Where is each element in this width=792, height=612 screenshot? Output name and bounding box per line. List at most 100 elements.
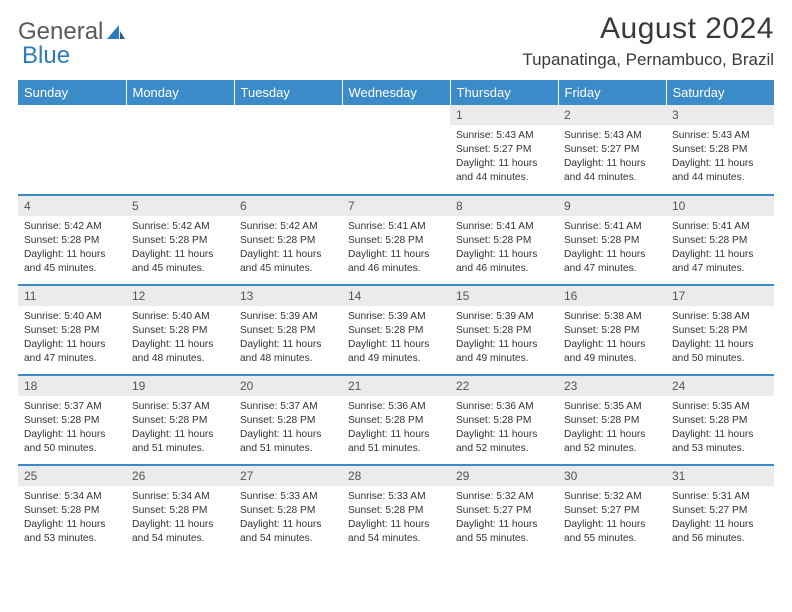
col-saturday: Saturday — [666, 80, 774, 105]
day-number: 10 — [666, 196, 774, 216]
day-info: Sunrise: 5:43 AMSunset: 5:27 PMDaylight:… — [558, 125, 666, 191]
month-title: August 2024 — [522, 12, 774, 46]
calendar-cell: 22Sunrise: 5:36 AMSunset: 5:28 PMDayligh… — [450, 375, 558, 465]
calendar-cell: 31Sunrise: 5:31 AMSunset: 5:27 PMDayligh… — [666, 465, 774, 555]
day-number: 27 — [234, 466, 342, 486]
day-info: Sunrise: 5:42 AMSunset: 5:28 PMDaylight:… — [18, 216, 126, 282]
day-number: 14 — [342, 286, 450, 306]
day-number: 23 — [558, 376, 666, 396]
day-number: 17 — [666, 286, 774, 306]
day-info: Sunrise: 5:39 AMSunset: 5:28 PMDaylight:… — [342, 306, 450, 372]
day-info: Sunrise: 5:33 AMSunset: 5:28 PMDaylight:… — [234, 486, 342, 552]
day-number: 11 — [18, 286, 126, 306]
day-info: Sunrise: 5:32 AMSunset: 5:27 PMDaylight:… — [450, 486, 558, 552]
day-info: Sunrise: 5:34 AMSunset: 5:28 PMDaylight:… — [18, 486, 126, 552]
calendar-cell: 27Sunrise: 5:33 AMSunset: 5:28 PMDayligh… — [234, 465, 342, 555]
day-info: Sunrise: 5:39 AMSunset: 5:28 PMDaylight:… — [234, 306, 342, 372]
calendar-cell: 17Sunrise: 5:38 AMSunset: 5:28 PMDayligh… — [666, 285, 774, 375]
col-wednesday: Wednesday — [342, 80, 450, 105]
day-info: Sunrise: 5:41 AMSunset: 5:28 PMDaylight:… — [558, 216, 666, 282]
day-info: Sunrise: 5:41 AMSunset: 5:28 PMDaylight:… — [342, 216, 450, 282]
day-number — [342, 105, 450, 125]
day-number: 9 — [558, 196, 666, 216]
col-thursday: Thursday — [450, 80, 558, 105]
calendar-cell: 26Sunrise: 5:34 AMSunset: 5:28 PMDayligh… — [126, 465, 234, 555]
calendar-table: Sunday Monday Tuesday Wednesday Thursday… — [18, 80, 774, 555]
calendar-cell: 13Sunrise: 5:39 AMSunset: 5:28 PMDayligh… — [234, 285, 342, 375]
logo-sail-icon — [105, 21, 127, 43]
day-number: 3 — [666, 105, 774, 125]
calendar-cell — [18, 105, 126, 195]
day-number: 19 — [126, 376, 234, 396]
calendar-cell: 6Sunrise: 5:42 AMSunset: 5:28 PMDaylight… — [234, 195, 342, 285]
day-info: Sunrise: 5:33 AMSunset: 5:28 PMDaylight:… — [342, 486, 450, 552]
calendar-cell: 18Sunrise: 5:37 AMSunset: 5:28 PMDayligh… — [18, 375, 126, 465]
day-info: Sunrise: 5:36 AMSunset: 5:28 PMDaylight:… — [342, 396, 450, 462]
calendar-cell: 12Sunrise: 5:40 AMSunset: 5:28 PMDayligh… — [126, 285, 234, 375]
day-number: 26 — [126, 466, 234, 486]
calendar-cell: 20Sunrise: 5:37 AMSunset: 5:28 PMDayligh… — [234, 375, 342, 465]
calendar-row: 11Sunrise: 5:40 AMSunset: 5:28 PMDayligh… — [18, 285, 774, 375]
day-number — [18, 105, 126, 125]
day-number: 2 — [558, 105, 666, 125]
day-info: Sunrise: 5:40 AMSunset: 5:28 PMDaylight:… — [18, 306, 126, 372]
calendar-row: 18Sunrise: 5:37 AMSunset: 5:28 PMDayligh… — [18, 375, 774, 465]
day-number — [126, 105, 234, 125]
calendar-body: 1Sunrise: 5:43 AMSunset: 5:27 PMDaylight… — [18, 105, 774, 555]
calendar-cell: 5Sunrise: 5:42 AMSunset: 5:28 PMDaylight… — [126, 195, 234, 285]
day-info: Sunrise: 5:39 AMSunset: 5:28 PMDaylight:… — [450, 306, 558, 372]
day-info: Sunrise: 5:40 AMSunset: 5:28 PMDaylight:… — [126, 306, 234, 372]
calendar-cell: 16Sunrise: 5:38 AMSunset: 5:28 PMDayligh… — [558, 285, 666, 375]
day-number: 12 — [126, 286, 234, 306]
col-monday: Monday — [126, 80, 234, 105]
day-number: 15 — [450, 286, 558, 306]
day-info: Sunrise: 5:43 AMSunset: 5:28 PMDaylight:… — [666, 125, 774, 191]
col-tuesday: Tuesday — [234, 80, 342, 105]
day-info: Sunrise: 5:36 AMSunset: 5:28 PMDaylight:… — [450, 396, 558, 462]
day-info: Sunrise: 5:34 AMSunset: 5:28 PMDaylight:… — [126, 486, 234, 552]
calendar-row: 1Sunrise: 5:43 AMSunset: 5:27 PMDaylight… — [18, 105, 774, 195]
title-block: August 2024 Tupanatinga, Pernambuco, Bra… — [522, 12, 774, 70]
day-info: Sunrise: 5:41 AMSunset: 5:28 PMDaylight:… — [666, 216, 774, 282]
calendar-cell — [342, 105, 450, 195]
calendar-cell: 15Sunrise: 5:39 AMSunset: 5:28 PMDayligh… — [450, 285, 558, 375]
calendar-cell — [126, 105, 234, 195]
location: Tupanatinga, Pernambuco, Brazil — [522, 50, 774, 70]
day-number: 29 — [450, 466, 558, 486]
day-info: Sunrise: 5:31 AMSunset: 5:27 PMDaylight:… — [666, 486, 774, 552]
calendar-cell: 10Sunrise: 5:41 AMSunset: 5:28 PMDayligh… — [666, 195, 774, 285]
day-number: 22 — [450, 376, 558, 396]
day-info: Sunrise: 5:43 AMSunset: 5:27 PMDaylight:… — [450, 125, 558, 191]
day-info: Sunrise: 5:42 AMSunset: 5:28 PMDaylight:… — [234, 216, 342, 282]
calendar-cell: 7Sunrise: 5:41 AMSunset: 5:28 PMDaylight… — [342, 195, 450, 285]
calendar-cell: 19Sunrise: 5:37 AMSunset: 5:28 PMDayligh… — [126, 375, 234, 465]
day-number: 13 — [234, 286, 342, 306]
calendar-cell: 3Sunrise: 5:43 AMSunset: 5:28 PMDaylight… — [666, 105, 774, 195]
calendar-cell: 29Sunrise: 5:32 AMSunset: 5:27 PMDayligh… — [450, 465, 558, 555]
calendar-cell: 8Sunrise: 5:41 AMSunset: 5:28 PMDaylight… — [450, 195, 558, 285]
calendar-cell: 24Sunrise: 5:35 AMSunset: 5:28 PMDayligh… — [666, 375, 774, 465]
day-info: Sunrise: 5:35 AMSunset: 5:28 PMDaylight:… — [558, 396, 666, 462]
day-number: 7 — [342, 196, 450, 216]
calendar-cell: 1Sunrise: 5:43 AMSunset: 5:27 PMDaylight… — [450, 105, 558, 195]
day-number: 30 — [558, 466, 666, 486]
day-info: Sunrise: 5:37 AMSunset: 5:28 PMDaylight:… — [18, 396, 126, 462]
calendar-row: 25Sunrise: 5:34 AMSunset: 5:28 PMDayligh… — [18, 465, 774, 555]
calendar-cell: 30Sunrise: 5:32 AMSunset: 5:27 PMDayligh… — [558, 465, 666, 555]
calendar-cell: 23Sunrise: 5:35 AMSunset: 5:28 PMDayligh… — [558, 375, 666, 465]
day-number: 8 — [450, 196, 558, 216]
calendar-header-row: Sunday Monday Tuesday Wednesday Thursday… — [18, 80, 774, 105]
day-info: Sunrise: 5:32 AMSunset: 5:27 PMDaylight:… — [558, 486, 666, 552]
calendar-cell: 11Sunrise: 5:40 AMSunset: 5:28 PMDayligh… — [18, 285, 126, 375]
day-info: Sunrise: 5:38 AMSunset: 5:28 PMDaylight:… — [666, 306, 774, 372]
day-number: 4 — [18, 196, 126, 216]
day-number: 28 — [342, 466, 450, 486]
calendar-cell: 28Sunrise: 5:33 AMSunset: 5:28 PMDayligh… — [342, 465, 450, 555]
day-number: 25 — [18, 466, 126, 486]
col-friday: Friday — [558, 80, 666, 105]
day-info: Sunrise: 5:41 AMSunset: 5:28 PMDaylight:… — [450, 216, 558, 282]
calendar-cell: 25Sunrise: 5:34 AMSunset: 5:28 PMDayligh… — [18, 465, 126, 555]
day-info: Sunrise: 5:37 AMSunset: 5:28 PMDaylight:… — [126, 396, 234, 462]
day-info: Sunrise: 5:42 AMSunset: 5:28 PMDaylight:… — [126, 216, 234, 282]
logo-text-blue: Blue — [22, 42, 70, 70]
